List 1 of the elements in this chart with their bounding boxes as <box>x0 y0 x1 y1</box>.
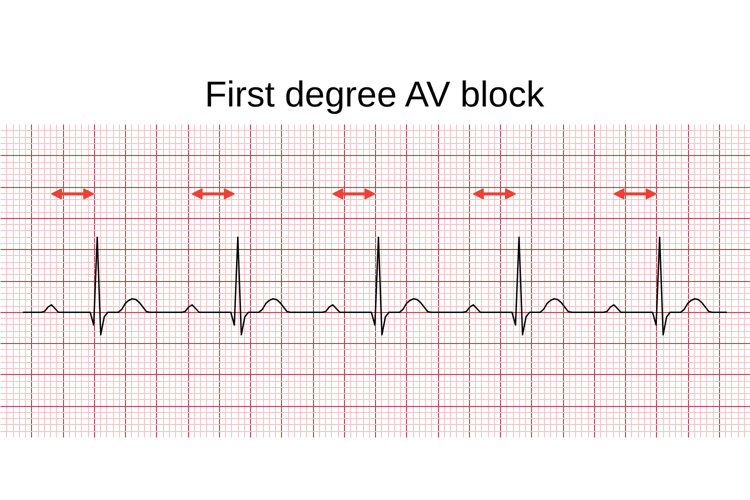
chart-title: First degree AV block <box>204 74 546 114</box>
